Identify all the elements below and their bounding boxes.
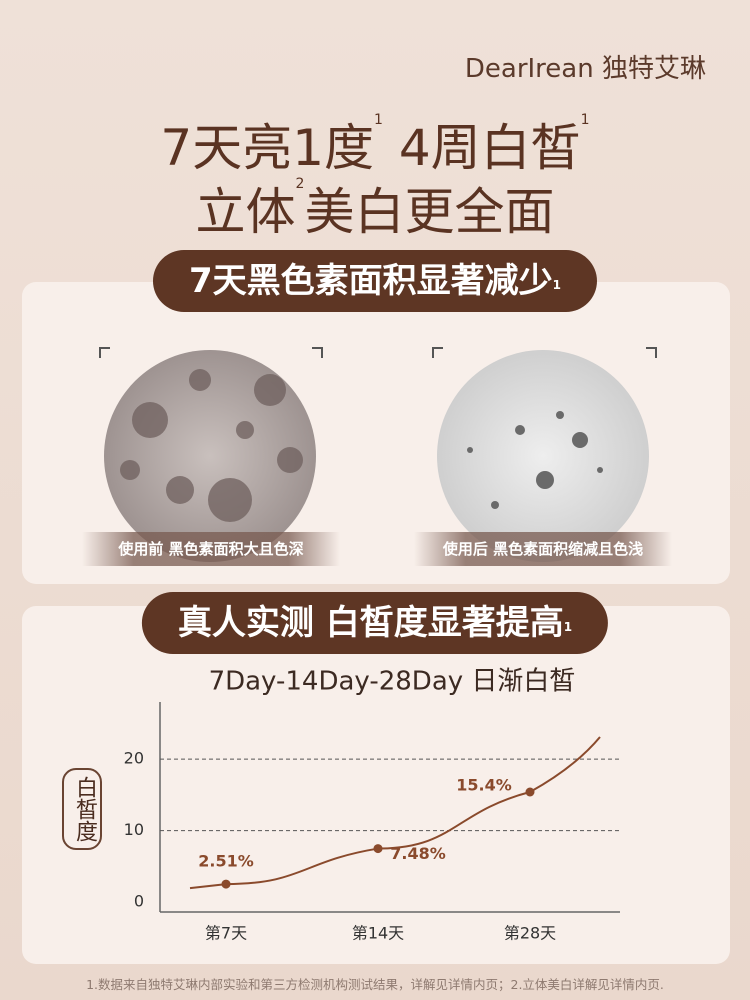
data-label: 7.48% [390, 844, 446, 863]
headline-text: 4周白皙 [398, 119, 581, 177]
headline-text: 美白更全面 [304, 183, 555, 241]
pigment [467, 411, 603, 509]
headline-text: 立体 [195, 183, 296, 241]
data-label: 15.4% [456, 776, 512, 795]
caption: 使用前 黑色素面积大且色深 [82, 532, 340, 566]
x-tick-label: 第14天 [352, 924, 404, 943]
section-title-text: 真人实测 白皙度显著提高 [177, 603, 564, 643]
section-title: 真人实测 白皙度显著提高1 [141, 592, 609, 654]
data-point [373, 844, 383, 854]
y-tick-label: 20 [124, 749, 144, 768]
footnote-mark: 1 [580, 112, 590, 128]
headline-text: 7天亮1度 [160, 119, 375, 177]
y-axis-label: 白皙度 [62, 768, 102, 850]
headline-line2: 立体2美白更全面 [0, 172, 750, 244]
x-tick-label: 第28天 [504, 924, 556, 943]
brand: DearIrean 独特艾琳 [465, 48, 706, 85]
trend-tail [529, 736, 601, 793]
section-title: 7天黑色素面积显著减少1 [152, 250, 598, 312]
trend-lead [189, 883, 227, 890]
after-image [437, 350, 649, 562]
x-tick-label: 第7天 [205, 924, 247, 943]
y-tick-label: 0 [134, 892, 144, 911]
footnote: 1.数据来自独特艾琳内部实验和第三方检测机构测试结果，详解见详情内页；2.立体美… [86, 977, 664, 992]
footnote-mark: 1 [563, 620, 573, 634]
footnote-mark: 1 [552, 278, 562, 292]
corner-marks [99, 347, 657, 358]
y-tick-label: 10 [124, 820, 144, 839]
headline-line1: 7天亮1度1 4周白皙1 [0, 108, 750, 180]
brand-cn: 独特艾琳 [601, 54, 706, 84]
section-title-text: 7天黑色素面积显著减少 [188, 261, 553, 301]
chart: 7Day-14Day-28Day 日渐白皙 0 10 20 第7天 第14天 第28天 2.5… [124, 667, 620, 943]
footnote-mark: 2 [295, 176, 305, 192]
data-point [525, 787, 535, 797]
brand-name: DearIrean [464, 54, 594, 84]
chart-subtitle: 7Day-14Day-28Day 日渐白皙 [209, 667, 576, 697]
data-point [221, 879, 231, 889]
series-line [225, 791, 531, 886]
data-label: 2.51% [198, 852, 254, 871]
panel [22, 606, 730, 964]
footnote-mark: 1 [374, 112, 383, 128]
pigment [120, 369, 303, 522]
caption: 使用后 黑色素面积缩减且色浅 [414, 532, 672, 566]
